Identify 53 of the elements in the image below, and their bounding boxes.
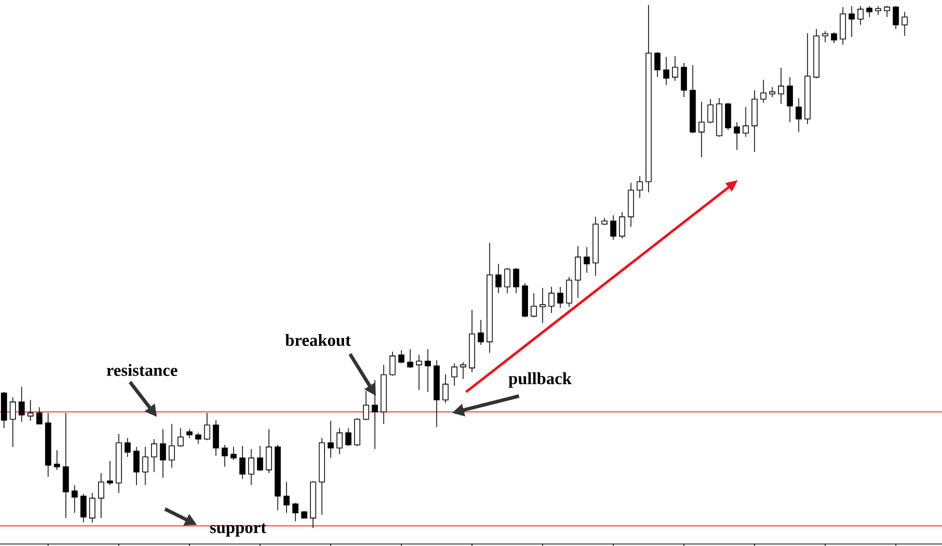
candlestick — [72, 484, 78, 514]
candlestick — [778, 67, 784, 104]
candlestick — [752, 90, 758, 152]
candlestick — [592, 216, 599, 276]
candlestick — [160, 428, 166, 478]
candlestick — [468, 310, 476, 373]
candlestick — [362, 390, 370, 421]
candlestick — [840, 6, 846, 46]
candlestick — [389, 351, 396, 376]
candlestick — [239, 445, 246, 480]
candlestick — [212, 420, 219, 456]
candlestick — [27, 399, 34, 422]
candlestick — [142, 446, 148, 486]
ref-line-label: resistance — [106, 364, 178, 376]
candlestick — [151, 438, 158, 472]
candlestick — [416, 354, 422, 390]
annotation: pullback — [508, 372, 572, 388]
candlestick — [345, 428, 352, 446]
candlestick — [372, 380, 378, 450]
candlestick — [328, 420, 334, 458]
candlestick — [698, 101, 705, 158]
candlestick — [804, 32, 811, 125]
candlestick — [398, 350, 404, 364]
candlestick — [574, 246, 582, 298]
candlestick — [380, 364, 387, 424]
candlestick — [646, 4, 652, 193]
candlestick — [266, 428, 272, 474]
annotation: breakout — [285, 334, 351, 346]
candlestick — [45, 412, 52, 478]
candlestick — [336, 428, 343, 455]
candlestick — [486, 242, 493, 354]
candlestick — [672, 56, 678, 82]
candlestick — [734, 122, 740, 150]
candlestick — [857, 6, 864, 26]
candlestick — [786, 76, 793, 123]
candlestick — [760, 79, 766, 104]
candlestick — [619, 212, 626, 239]
candlestick — [548, 286, 555, 314]
candlestick — [98, 472, 104, 518]
ref-line-label: support — [210, 523, 266, 537]
candlestick — [442, 374, 449, 404]
candlestick — [680, 62, 687, 98]
candlestick — [628, 182, 634, 228]
candlestick — [566, 276, 572, 308]
candlestick — [186, 428, 192, 438]
candlestick — [318, 438, 325, 516]
candlestick — [495, 263, 502, 294]
candlestick — [830, 32, 838, 44]
candlestick — [424, 348, 431, 392]
candlestick — [133, 446, 140, 486]
candlestick — [62, 412, 69, 518]
candlestick — [124, 438, 131, 458]
candlestick — [284, 482, 290, 514]
